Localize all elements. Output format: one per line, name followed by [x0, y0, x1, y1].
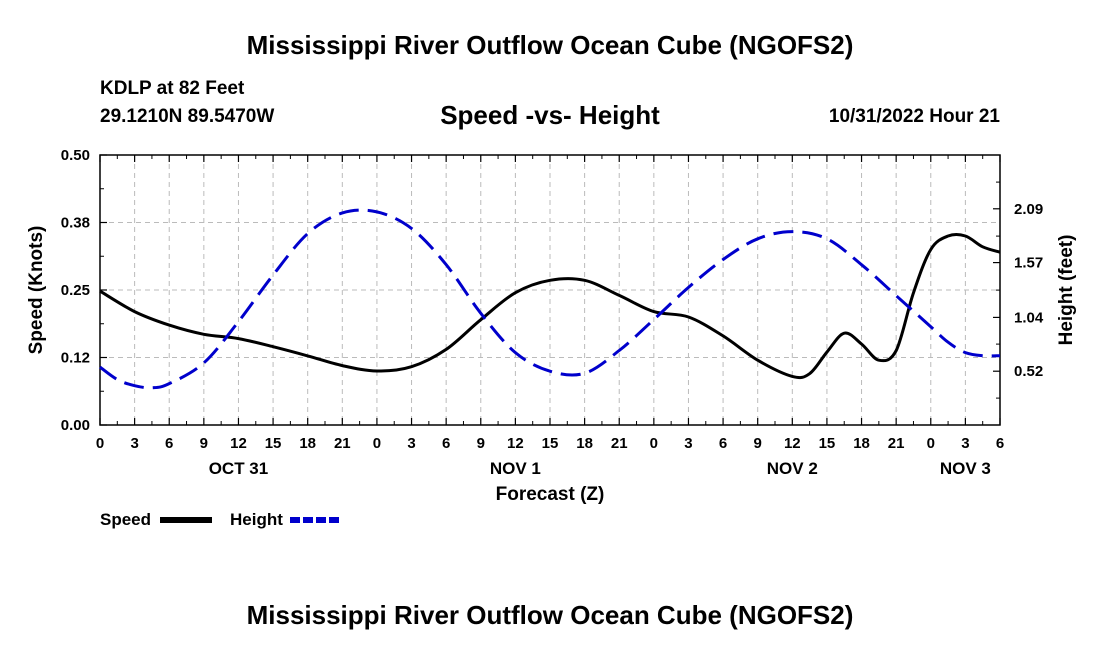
x-tick-label: 21: [888, 435, 905, 452]
x-tick-label: 21: [334, 435, 351, 452]
x-tick-label: 9: [754, 435, 762, 452]
x-tick-label: 12: [784, 435, 801, 452]
y-left-tick-label: 0.00: [61, 417, 90, 434]
grid-lines: [100, 155, 1000, 425]
chart-subtitle: Speed -vs- Height: [440, 100, 660, 130]
y-left-tick-label: 0.38: [61, 215, 90, 232]
y-left-axis-title: Speed (Knots): [26, 226, 47, 355]
x-tick-label: 9: [200, 435, 208, 452]
axis-ticks: [99, 154, 1001, 426]
x-tick-label: 0: [96, 435, 104, 452]
station-label: KDLP at 82 Feet: [100, 78, 245, 99]
x-tick-label: 18: [853, 435, 870, 452]
date-label: NOV 2: [767, 459, 818, 478]
y-right-tick-label: 1.04: [1014, 309, 1044, 326]
x-tick-label: 12: [507, 435, 524, 452]
x-tick-label: 15: [819, 435, 836, 452]
legend-label-height: Height: [230, 510, 283, 529]
y-right-tick-label: 2.09: [1014, 201, 1043, 218]
x-tick-label: 21: [611, 435, 628, 452]
axis-labels: 0 3 6 9 12 15 18 21 0 3 6 9 12 15 18 21 0 3 6 9 12 15 18 21 0 3 6 0…: [26, 147, 1077, 505]
legend: Speed Height: [100, 510, 342, 529]
x-tick-label: 0: [650, 435, 658, 452]
x-tick-label: 3: [961, 435, 969, 452]
x-tick-label: 0: [927, 435, 935, 452]
chart-title: Mississippi River Outflow Ocean Cube (NG…: [246, 30, 854, 60]
y-right-tick-label: 1.57: [1014, 255, 1043, 272]
bottom-title: Mississippi River Outflow Ocean Cube (NG…: [246, 600, 854, 630]
x-tick-label: 6: [719, 435, 727, 452]
date-label: OCT 31: [209, 459, 269, 478]
station-coordinates: 29.1210N 89.5470W: [100, 106, 275, 127]
y-right-tick-label: 0.52: [1014, 363, 1043, 380]
y-left-tick-label: 0.12: [61, 350, 90, 367]
legend-label-speed: Speed: [100, 510, 151, 529]
series-group: [99, 208, 1001, 390]
x-tick-label: 6: [996, 435, 1004, 452]
series-line-speed: [99, 233, 1001, 380]
x-tick-label: 18: [576, 435, 593, 452]
y-left-tick-label: 0.25: [61, 282, 90, 299]
series-line-height: [99, 208, 1001, 390]
forecast-datetime: 10/31/2022 Hour 21: [828, 106, 1000, 127]
x-tick-label: 15: [265, 435, 282, 452]
y-right-axis-title: Height (feet): [1056, 235, 1077, 346]
x-tick-label: 6: [165, 435, 173, 452]
x-tick-label: 9: [477, 435, 485, 452]
x-tick-label: 0: [373, 435, 381, 452]
x-axis-title: Forecast (Z): [496, 484, 605, 505]
date-label: NOV 1: [490, 459, 541, 478]
date-label: NOV 3: [940, 459, 991, 478]
x-tick-label: 6: [442, 435, 450, 452]
x-tick-label: 3: [684, 435, 692, 452]
y-left-tick-label: 0.50: [61, 147, 90, 164]
x-tick-label: 18: [299, 435, 316, 452]
x-tick-label: 12: [230, 435, 247, 452]
x-tick-label: 15: [542, 435, 559, 452]
x-tick-label: 3: [130, 435, 138, 452]
x-tick-label: 3: [407, 435, 415, 452]
